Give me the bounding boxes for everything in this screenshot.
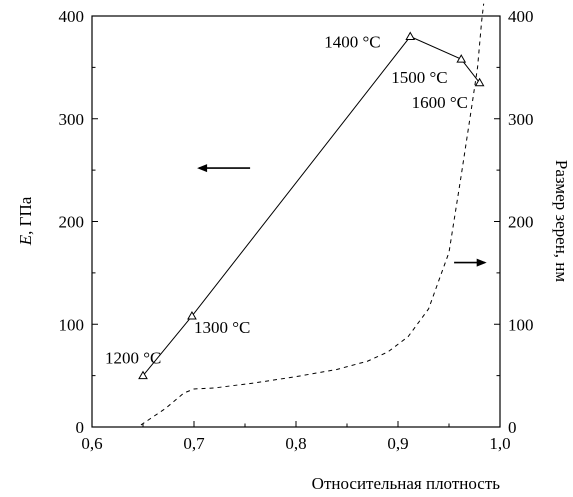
- y-right-tick-label: 300: [508, 110, 534, 129]
- y-axis-left-title: E, ГПа: [16, 196, 35, 246]
- x-tick-label: 0,8: [285, 434, 306, 453]
- y-left-tick-label: 200: [59, 213, 85, 232]
- axis-ticks: [91, 15, 501, 428]
- y-left-tick-label: 300: [59, 110, 85, 129]
- triangle-marker: [474, 77, 485, 87]
- y-right-tick-label: 0: [508, 418, 517, 437]
- y-left-tick-label: 0: [76, 418, 85, 437]
- grain-size-line: [140, 3, 485, 426]
- y-right-tick-label: 100: [508, 315, 534, 334]
- triangle-marker: [405, 31, 416, 41]
- y-right-tick-label: 200: [508, 213, 534, 232]
- y-left-tick-label: 100: [59, 315, 85, 334]
- point-label: 1600 °C: [412, 93, 468, 112]
- series-layer: [140, 3, 485, 426]
- point-label: 1300 °C: [194, 318, 250, 337]
- y-axis-right-title: Размер зерен, нм: [552, 160, 571, 283]
- triangle-marker: [456, 54, 467, 63]
- x-tick-label: 0,6: [81, 434, 102, 453]
- x-tick-label: 1,0: [489, 434, 510, 453]
- point-label: 1500 °C: [391, 68, 447, 87]
- y-left-tick-label: 400: [59, 7, 85, 26]
- arrow-head: [476, 258, 487, 267]
- point-label: 1200 °C: [105, 349, 161, 368]
- markers: [138, 31, 485, 380]
- arrow-head: [197, 164, 208, 173]
- x-tick-label: 0,7: [183, 434, 205, 453]
- point-labels: 1200 °C 1300 °C 1400 °C 1500 °C 1600 °C: [105, 33, 468, 368]
- direction-arrows: [197, 164, 487, 267]
- y-right-tick-label: 400: [508, 7, 534, 26]
- triangle-marker: [187, 311, 197, 320]
- x-tick-label: 0,9: [387, 434, 408, 453]
- triangle-marker: [138, 370, 148, 380]
- x-axis-title: Относительная плотность: [312, 474, 501, 493]
- point-label: 1400 °C: [324, 33, 380, 52]
